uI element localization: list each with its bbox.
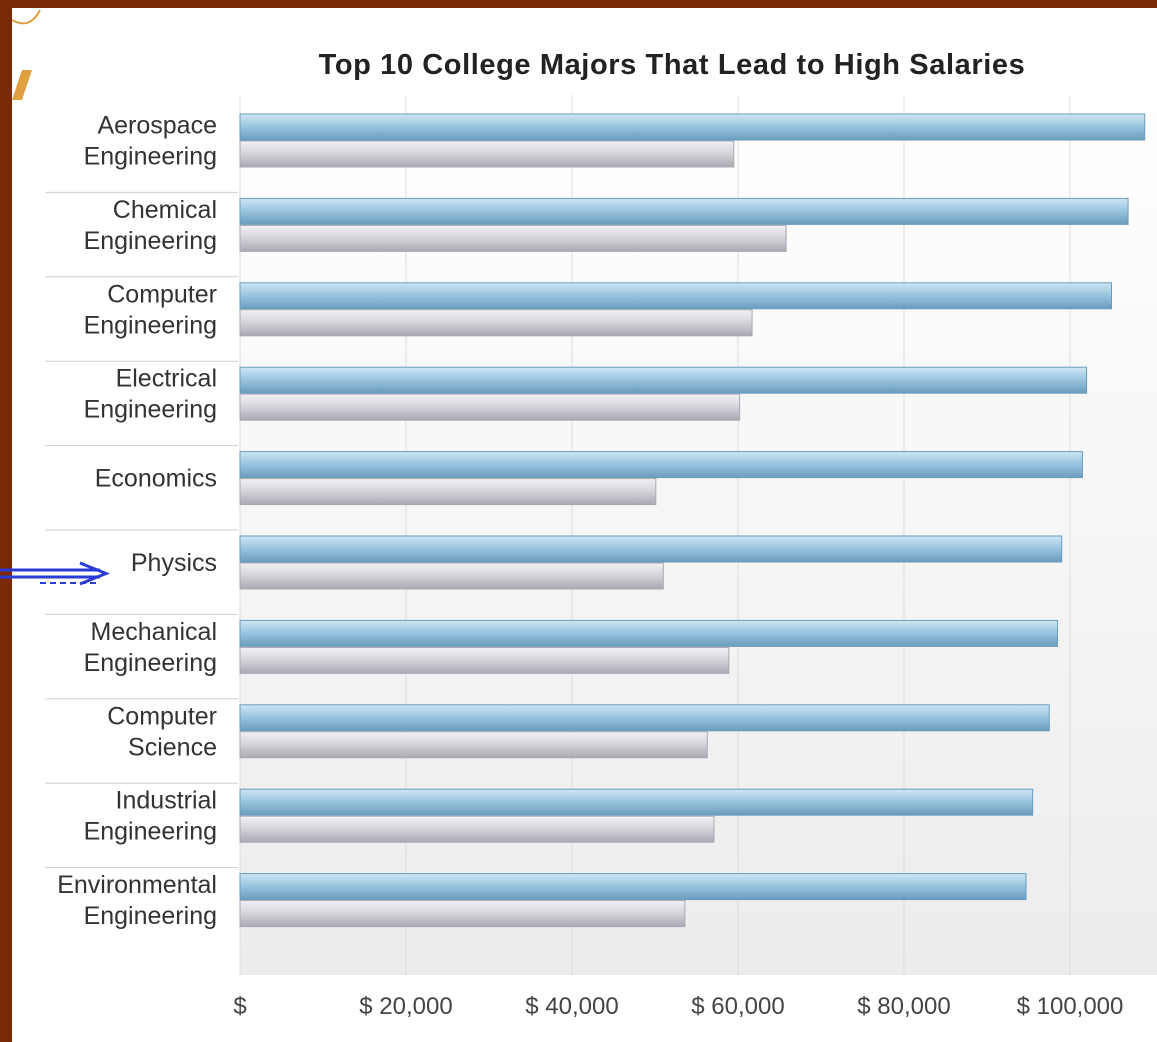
category-label: Engineering	[84, 227, 217, 255]
bar-series-2	[239, 309, 753, 337]
category-label: Computer	[107, 702, 217, 730]
category-label: Engineering	[84, 902, 217, 930]
decorative-slash-stroke	[12, 70, 32, 100]
bar-series-2	[239, 140, 735, 168]
x-tick-label: $ 20,000	[359, 993, 452, 1020]
x-axis-tick-labels: $ $ 20,000 $ 40,000 $ 60,000 $ 80,000 $ 100,0…	[233, 993, 1123, 1020]
bars	[239, 113, 1146, 928]
bar-series-2	[239, 562, 664, 590]
x-tick-label: $ 100,000	[1017, 993, 1124, 1020]
x-tick-label: $	[233, 993, 246, 1020]
bar-series-2	[239, 646, 730, 674]
category-label: Engineering	[84, 396, 217, 424]
bar-series-2	[239, 393, 741, 421]
category-label: Electrical	[116, 365, 217, 393]
category-label: Physics	[131, 549, 217, 577]
bar-series-2	[239, 478, 657, 506]
bar-series-1	[239, 366, 1088, 394]
slide-frame-top	[0, 0, 1157, 8]
bar-series-1	[239, 788, 1034, 816]
category-label: Economics	[95, 465, 217, 493]
category-label: Mechanical	[91, 618, 217, 646]
category-separators	[45, 191, 238, 869]
category-label: Chemical	[113, 196, 217, 224]
x-tick-label: $ 80,000	[857, 993, 950, 1020]
bar-series-1	[239, 197, 1129, 225]
bar-series-1	[239, 113, 1146, 141]
bar-series-2	[239, 900, 686, 928]
category-label: Engineering	[84, 311, 217, 339]
category-label: Computer	[107, 280, 217, 308]
bar-series-1	[239, 873, 1027, 901]
bar-series-1	[239, 535, 1063, 563]
slide-frame-left	[0, 0, 12, 1042]
category-label: Aerospace	[97, 112, 217, 140]
bar-series-2	[239, 815, 715, 843]
x-tick-label: $ 60,000	[691, 993, 784, 1020]
category-label: Engineering	[84, 818, 217, 846]
bar-series-1	[239, 704, 1050, 732]
category-label: Science	[128, 733, 217, 761]
bar-series-2	[239, 731, 708, 759]
bar-series-1	[239, 619, 1059, 647]
chart-title: Top 10 College Majors That Lead to High …	[319, 49, 1026, 81]
bar-series-2	[239, 224, 787, 252]
category-label: Engineering	[84, 143, 217, 171]
category-labels: Aerospace Engineering Chemical Engineering C…	[57, 112, 217, 931]
decorative-curve-stroke	[11, 9, 41, 25]
category-label: Engineering	[84, 649, 217, 677]
bar-series-1	[239, 282, 1112, 310]
double-arrow-right-icon	[0, 561, 111, 586]
category-label: Industrial	[116, 787, 217, 815]
x-tick-label: $ 40,000	[525, 993, 618, 1020]
bar-series-1	[239, 451, 1083, 479]
category-label: Environmental	[57, 871, 217, 899]
